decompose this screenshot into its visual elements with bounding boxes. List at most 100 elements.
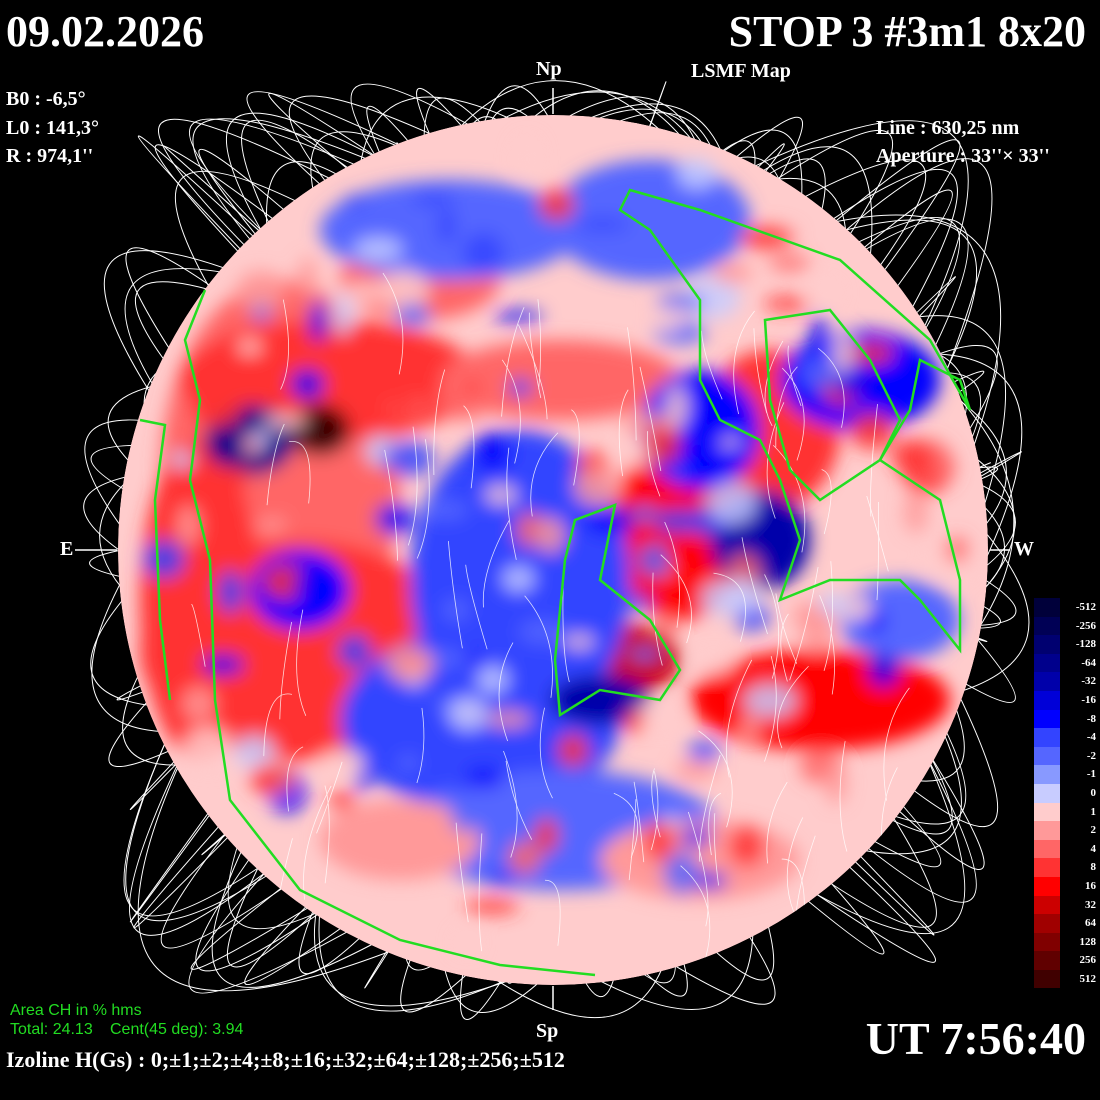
field-line [781,367,805,461]
field-line [699,754,721,862]
field-line [787,345,802,407]
polarity-region [320,800,480,880]
field-line [268,92,441,201]
colorbar-label: 1 [1090,805,1097,818]
field-line [775,593,798,664]
polarity-patch [903,490,928,534]
field-line [137,696,390,992]
colorbar-label: -16 [1081,693,1096,706]
ch-total: Total: 24.13 [10,1021,93,1038]
field-line [416,707,425,784]
field-line [687,811,709,927]
polarity-patch [436,379,491,421]
field-line [433,369,446,476]
subtitle-label: LSMF Map [691,60,791,82]
field-line [384,449,399,561]
polarity-patch [396,753,420,773]
field-line [726,659,753,778]
field-line [382,272,404,375]
polarity-patch [143,539,185,579]
polarity-patch [687,740,722,762]
field-line [517,324,548,420]
colorbar-swatch [1034,709,1060,729]
polarity-patch [191,394,242,428]
field-line [289,441,311,504]
colorbar-swatch [1034,635,1060,654]
field-line [892,836,909,929]
colorbar-swatch [1034,876,1060,896]
polarity-patch [849,411,895,450]
polarity-patch [385,646,434,683]
colorbar-swatch [1034,653,1060,673]
colorbar-label: -32 [1081,675,1096,688]
polarity-patch [343,194,368,208]
field-line [839,741,848,852]
polarity-patch [201,464,251,488]
polarity-patch [375,502,416,536]
polarity-region [550,675,650,725]
polarity-patch [551,467,573,486]
polarity-patch [674,759,719,781]
polarity-patch [934,451,956,484]
colorbar-label: 256 [1079,954,1097,967]
coronal-hole-contours [139,188,972,977]
field-line [465,564,488,650]
field-line [129,741,264,923]
axis-ticks [75,88,1010,1010]
field-line [764,574,780,679]
polarity-patch [333,294,353,336]
field-line [866,495,889,572]
polarity-patch [623,709,645,733]
field-line [664,521,680,628]
field-line [680,865,711,965]
polarity-patch [462,232,505,274]
polarity-patch [575,217,630,231]
colorbar-label: -256 [1075,619,1096,632]
polarity-patch [740,719,760,732]
polarity-patch [394,303,431,327]
field-line [618,389,629,477]
field-line [876,501,879,601]
title-label: STOP 3 #3m1 8x20 [728,7,1086,56]
polarity-patch [465,898,520,914]
polarity-region [290,405,350,455]
polarity-patch [507,840,541,875]
field-line [158,118,408,259]
field-line [772,444,806,553]
polarity-patch [563,634,596,649]
polarity-patch [484,485,518,505]
field-line [698,730,733,828]
field-line [633,781,645,863]
polarity-patch [638,542,670,578]
field-line [819,595,835,695]
field-line [501,307,525,417]
polarity-patch [466,767,504,789]
polarity-patch [518,619,568,645]
polarity-patch [739,226,793,250]
field-line [324,785,330,884]
colorbar-labels: -512 -256 -128 -64 -32 -16 -8 -4 -2 -1 0 1 2 4 8 16 32 64… [1062,598,1100,988]
polarity-patch [847,597,874,618]
field-line [733,310,755,415]
polarity-patch [486,711,532,728]
colorbar-swatch [1034,598,1060,617]
polarity-patch [680,413,728,453]
field-line [163,145,333,297]
polarity-region [550,160,750,280]
field-line [628,799,637,881]
field-line [789,566,819,681]
field-line [544,879,561,946]
field-line [407,426,418,546]
field-line [448,541,463,649]
polarity-patch [557,733,589,768]
field-line [279,621,292,720]
polarity-patch [538,188,575,222]
polarity-patch [441,598,470,622]
colorbar-swatch [1034,932,1060,952]
field-line [713,572,746,642]
colorbar-swatch [1034,839,1060,859]
polarity-patch [235,270,286,311]
polarity-patch [643,820,675,862]
field-line [827,214,1002,518]
east-label: E [60,538,74,560]
